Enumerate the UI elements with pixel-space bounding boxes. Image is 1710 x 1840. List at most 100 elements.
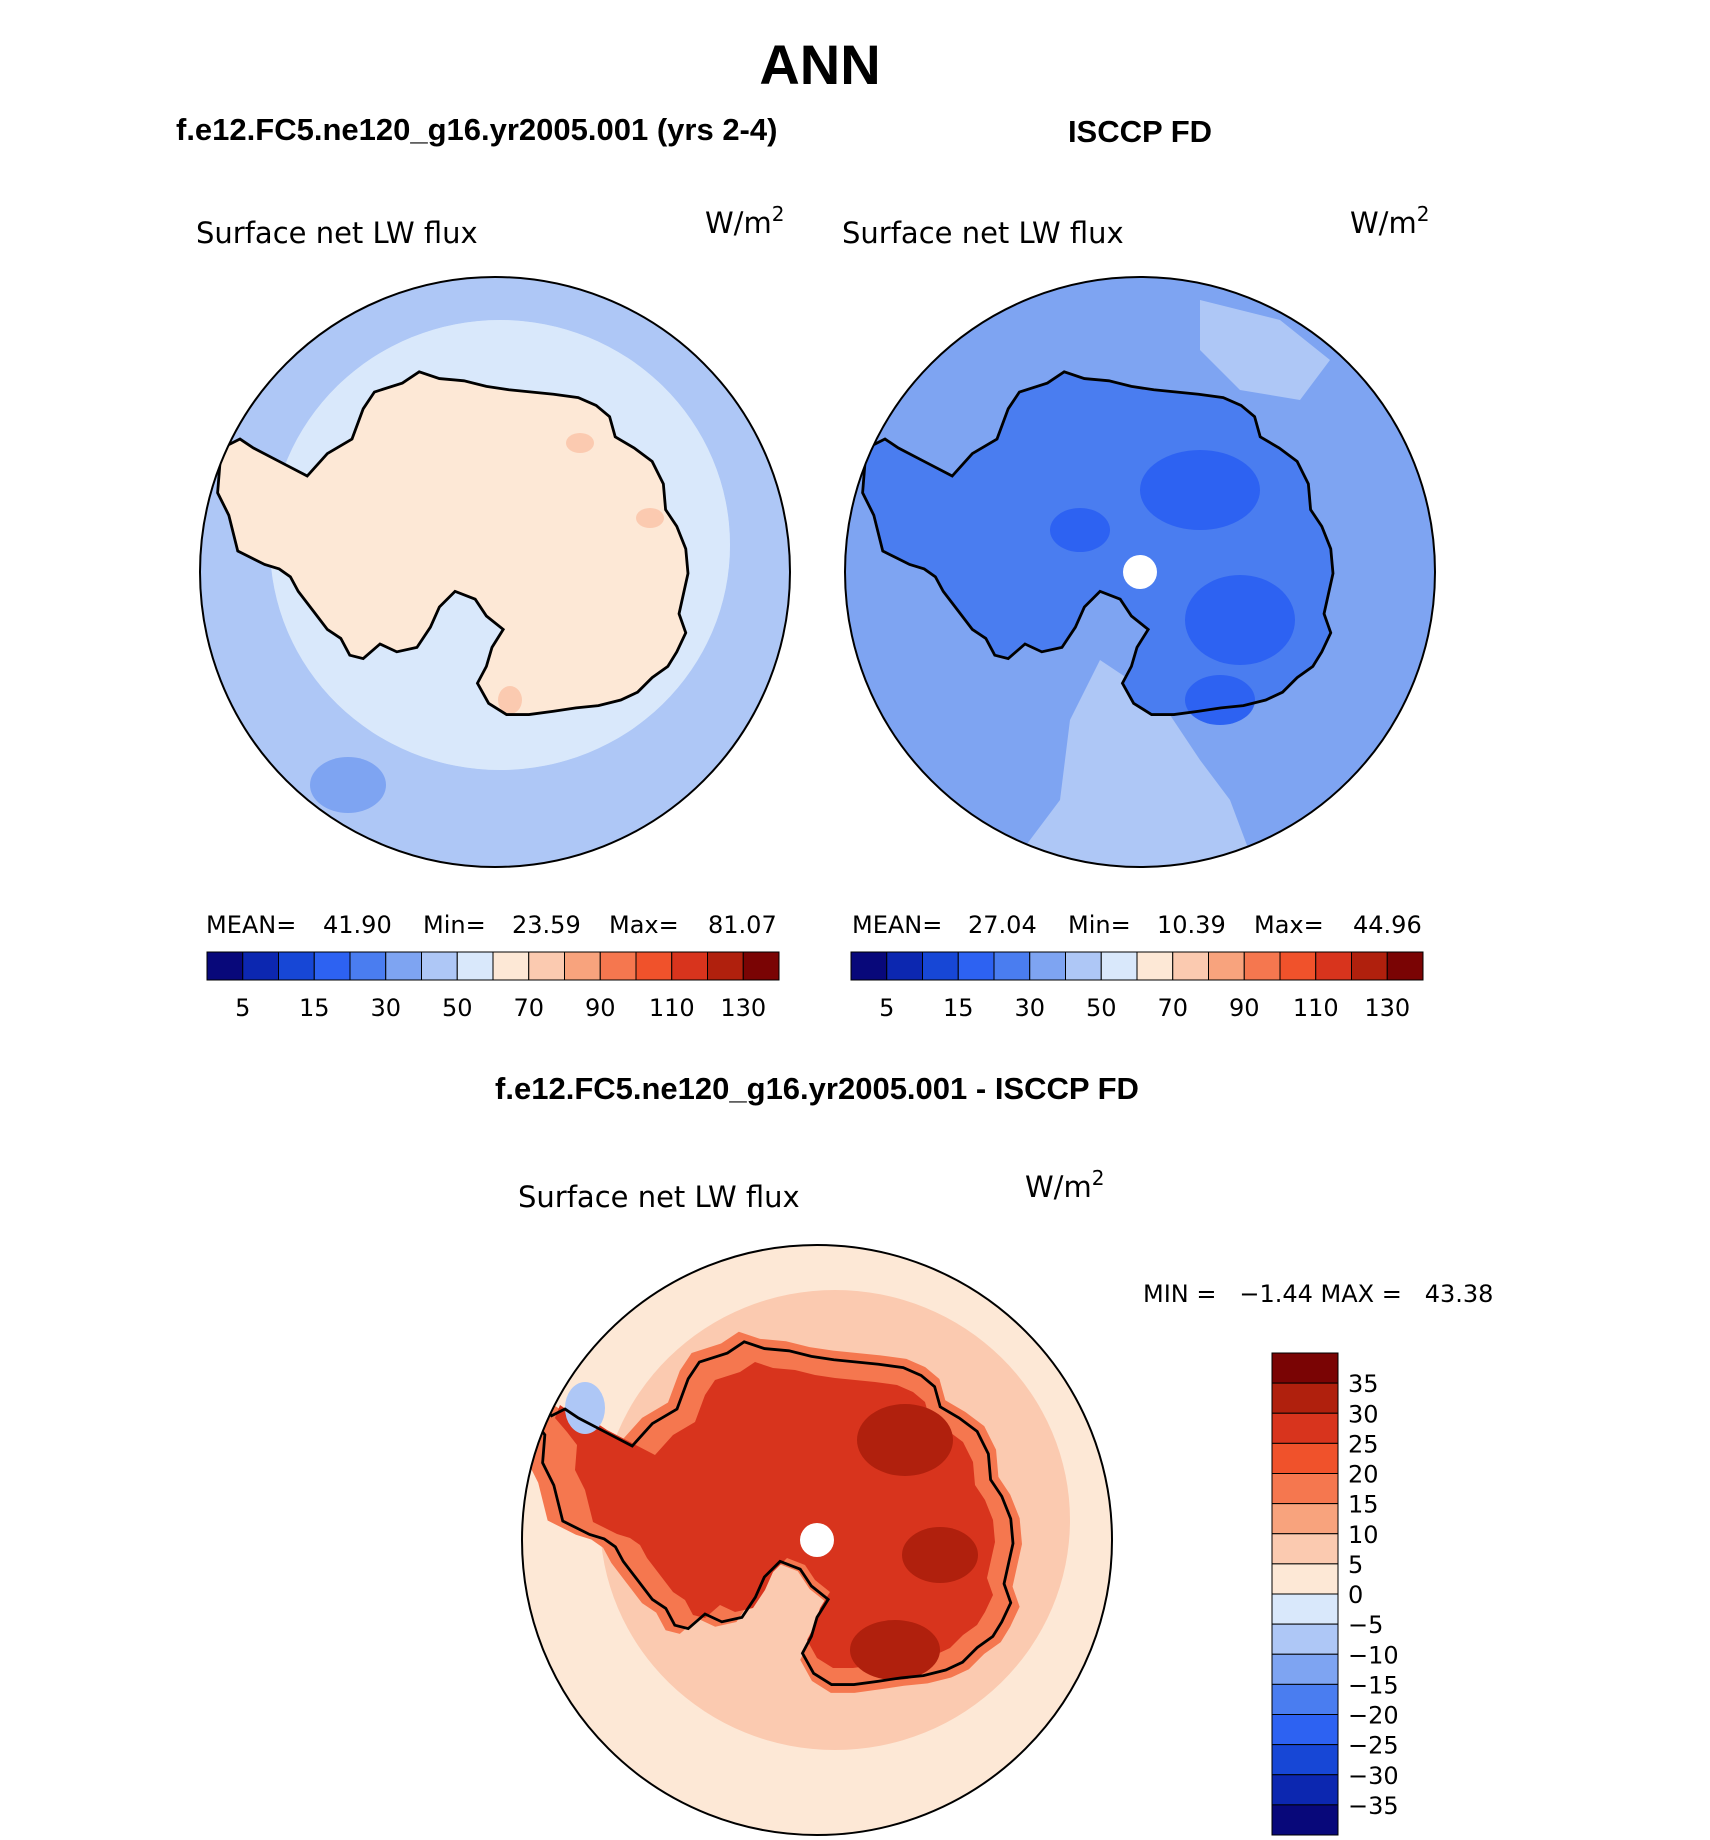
model-min-value: 23.59 <box>512 911 581 939</box>
model-field-coastal-warm-3 <box>498 686 522 714</box>
diff-colorbar-swatch <box>1271 1683 1339 1715</box>
model-map <box>200 277 790 867</box>
model-max-label: Max= <box>609 911 679 939</box>
diff-colorbar-swatch <box>1271 1653 1339 1685</box>
obs-map-border <box>844 276 1436 868</box>
model-field-coastal-warm-1 <box>566 433 594 453</box>
obs-colorbar-tick-label: 70 <box>1157 994 1188 1022</box>
diff-field-max-3 <box>902 1527 978 1583</box>
diff-colorbar-swatch <box>1271 1593 1339 1625</box>
obs-colorbar-swatch <box>1351 951 1388 981</box>
obs-colorbar-swatch <box>1136 951 1174 981</box>
model-colorbar-swatch <box>456 951 494 981</box>
obs-field-interior-a <box>1140 450 1260 530</box>
obs-variable-label: Surface net LW flux <box>842 216 1124 250</box>
obs-field-interior-c <box>1185 675 1255 725</box>
model-variable-label: Surface net LW flux <box>196 216 478 250</box>
obs-field-interior-d <box>1050 508 1110 552</box>
obs-colorbar-swatch <box>850 951 888 981</box>
diff-variable-label: Surface net LW flux <box>518 1180 800 1214</box>
diff-colorbar-tick-label: −35 <box>1348 1792 1399 1820</box>
model-colorbar-swatch <box>349 951 387 981</box>
obs-colorbar-tick-label: 110 <box>1293 994 1339 1022</box>
model-colorbar-swatch <box>278 951 315 981</box>
obs-colorbar-tick-label: 15 <box>943 994 974 1022</box>
obs-mean-value: 27.04 <box>968 911 1037 939</box>
model-colorbar-swatch <box>528 951 565 981</box>
obs-mean-label: MEAN= <box>852 911 942 939</box>
obs-colorbar-swatch <box>1208 951 1245 981</box>
model-colorbar-tick-label: 15 <box>299 994 330 1022</box>
diff-colorbar-tick-label: −5 <box>1348 1611 1383 1639</box>
diff-colorbar-swatch <box>1271 1473 1339 1505</box>
diff-field-max-2 <box>850 1620 940 1680</box>
model-colorbar-swatch <box>421 951 458 981</box>
diff-colorbar-tick-label: 30 <box>1348 1400 1379 1428</box>
model-colorbar-swatch <box>707 951 744 981</box>
obs-field-pacific-tongue <box>1000 660 1260 867</box>
diff-colorbar-swatch <box>1271 1382 1339 1414</box>
model-colorbar-tick-label: 110 <box>649 994 695 1022</box>
diff-colorbar-swatch <box>1271 1412 1339 1444</box>
diff-pole-hole <box>800 1523 834 1557</box>
diff-colorbar-tick-label: 15 <box>1348 1491 1379 1519</box>
model-colorbar-tick-label: 70 <box>513 994 544 1022</box>
model-units-label: W/m2 <box>705 202 784 240</box>
obs-colorbar-swatch <box>993 951 1031 981</box>
diff-colorbar-swatch <box>1271 1744 1339 1776</box>
obs-colorbar-tick-label: 30 <box>1014 994 1045 1022</box>
diff-colorbar-tick-label: −15 <box>1348 1671 1399 1699</box>
model-map-border <box>199 276 791 868</box>
obs-field-interior-b <box>1185 575 1295 665</box>
diff-colorbar-swatch <box>1271 1563 1339 1595</box>
model-min-label: Min= <box>423 911 486 939</box>
diff-units-label: W/m2 <box>1025 1166 1104 1204</box>
model-colorbar: 5 15 30 50 70 90 110 130 <box>206 951 780 1022</box>
diff-colorbar-tick-label: 5 <box>1348 1551 1363 1579</box>
model-colorbar-swatch <box>635 951 673 981</box>
obs-colorbar: 5 15 30 50 70 90 110 130 <box>850 951 1424 1022</box>
obs-colorbar-swatch <box>1279 951 1317 981</box>
obs-colorbar-swatch <box>1386 951 1424 981</box>
model-colorbar-swatch <box>492 951 530 981</box>
diff-colorbar-tick-label: 25 <box>1348 1430 1379 1458</box>
model-colorbar-swatch <box>564 951 601 981</box>
model-colorbar-swatch <box>206 951 244 981</box>
diff-min-max: MIN = −1.44 MAX = 43.38 <box>1143 1280 1493 1308</box>
obs-colorbar-swatch <box>1029 951 1066 981</box>
diff-colorbar-swatch <box>1271 1442 1339 1474</box>
model-mean-label: MEAN= <box>206 911 296 939</box>
diff-colorbar-swatch <box>1271 1774 1339 1806</box>
model-colorbar-swatch <box>671 951 708 981</box>
diff-colorbar-tick-label: −25 <box>1348 1732 1399 1760</box>
season-title: ANN <box>759 33 880 96</box>
diff-colorbar-tick-label: −30 <box>1348 1762 1399 1790</box>
obs-min-value: 10.39 <box>1157 911 1226 939</box>
diff-field-negative-patch <box>565 1382 605 1434</box>
model-colorbar-swatch <box>313 951 351 981</box>
obs-colorbar-swatch <box>922 951 959 981</box>
diff-colorbar-swatch <box>1271 1503 1339 1535</box>
model-panel-title: f.e12.FC5.ne120_g16.yr2005.001 (yrs 2-4) <box>176 112 777 147</box>
diff-colorbar-swatch <box>1271 1533 1339 1565</box>
obs-colorbar-swatch <box>1315 951 1352 981</box>
model-colorbar-tick-label: 50 <box>442 994 473 1022</box>
model-max-value: 81.07 <box>708 911 777 939</box>
model-colorbar-tick-label: 90 <box>585 994 616 1022</box>
diff-map-border <box>521 1244 1113 1836</box>
diff-colorbar-tick-label: 35 <box>1348 1370 1379 1398</box>
diff-colorbar-swatch <box>1271 1714 1339 1746</box>
model-mean-value: 41.90 <box>323 911 392 939</box>
obs-colorbar-swatch <box>1100 951 1138 981</box>
model-field-coastal-warm-2 <box>636 508 664 528</box>
obs-map <box>845 277 1435 867</box>
obs-panel-title: ISCCP FD <box>1068 114 1212 149</box>
obs-units-label: W/m2 <box>1350 202 1429 240</box>
model-colorbar-tick-label: 30 <box>370 994 401 1022</box>
model-colorbar-swatch <box>742 951 780 981</box>
diff-map <box>522 1245 1112 1835</box>
model-colorbar-swatch <box>385 951 422 981</box>
diff-colorbar-swatch <box>1271 1352 1339 1384</box>
diff-colorbar-tick-label: −20 <box>1348 1702 1399 1730</box>
